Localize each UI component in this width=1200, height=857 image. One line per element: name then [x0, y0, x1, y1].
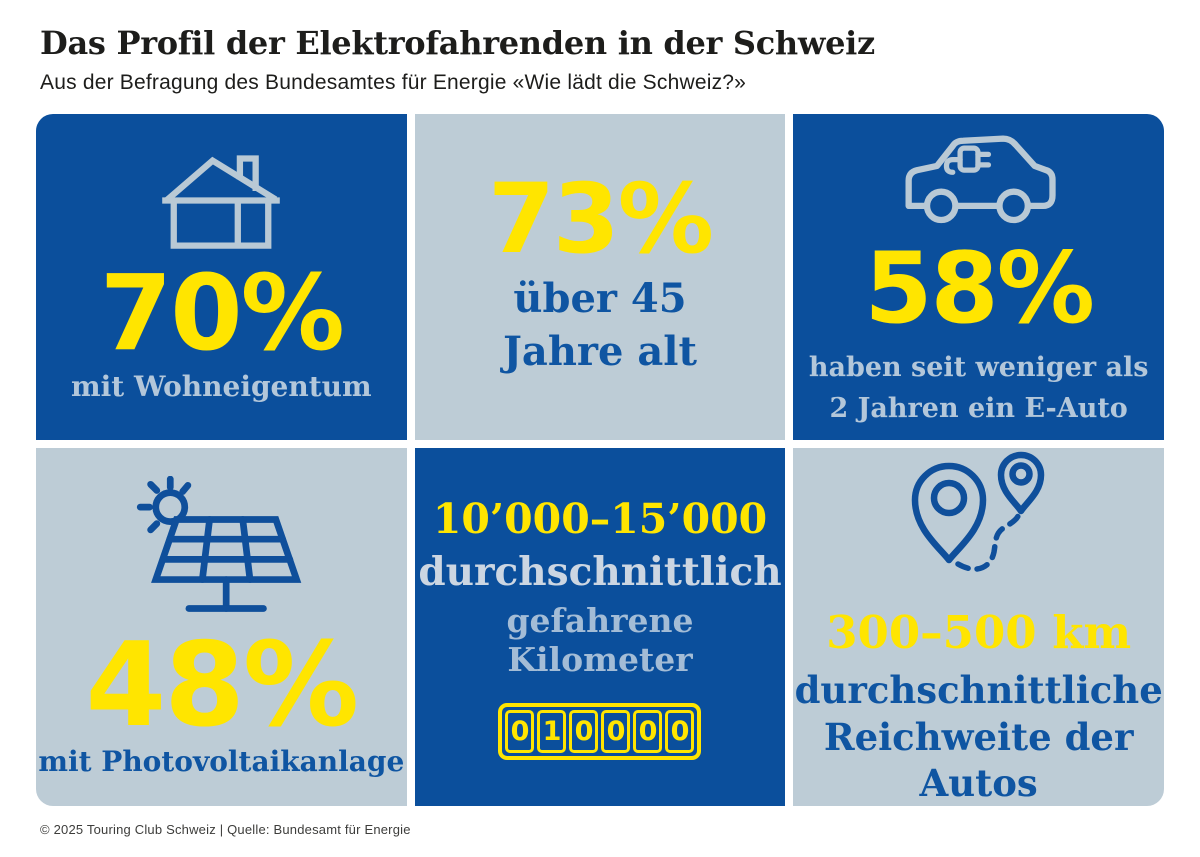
caption-line: Jahre alt	[503, 328, 697, 376]
tile-kilometer: 10’000–15’000 durchschnittlich gefahrene…	[414, 448, 786, 806]
page-subtitle: Aus der Befragung des Bundesamtes für En…	[40, 71, 747, 94]
odometer-digit: 0	[665, 709, 695, 753]
stat-caption: mit Photovoltaikanlage	[38, 745, 405, 779]
odometer-digit: 0	[601, 709, 631, 753]
caption-line: haben seit weniger als	[808, 352, 1149, 384]
odometer: 0 1 0 0 0 0	[498, 702, 702, 760]
stat-caption: mit Wohneigentum	[71, 369, 372, 403]
stat-caption: haben seit weniger als 2 Jahren ein E-Au…	[809, 348, 1149, 429]
tile-reichweite: 300–500 km durchschnittliche Reichweite …	[793, 448, 1164, 806]
stat-value: 58%	[864, 232, 1095, 347]
stat-caption: durchschnittliche Reichweite der Autos	[793, 667, 1164, 806]
caption-line: über 45	[513, 275, 687, 323]
stat-value: 70%	[99, 252, 345, 375]
stat-value-range: 10’000–15’000	[432, 494, 768, 543]
route-pins-icon	[899, 448, 1059, 584]
caption-line: gefahrene Kilometer	[506, 600, 694, 679]
odometer-digit: 0	[569, 709, 599, 753]
copyright-source-text: © 2025 Touring Club Schweiz | Quelle: Bu…	[40, 822, 411, 837]
stats-grid: 70% mit Wohneigentum 73% über 45 Jahre a…	[36, 114, 1164, 806]
footer: © 2025 Touring Club Schweiz | Quelle: Bu…	[40, 822, 1200, 837]
odometer-digit: 0	[505, 709, 535, 753]
tile-photovoltaik: 48% mit Photovoltaikanlage	[36, 448, 407, 806]
stat-value: 73%	[488, 163, 714, 276]
tile-e-auto: 58% haben seit weniger als 2 Jahren ein …	[793, 114, 1164, 441]
odometer-digit: 0	[633, 709, 663, 753]
tile-wohneigentum: 70% mit Wohneigentum	[36, 114, 407, 441]
odometer-digit: 1	[537, 709, 567, 753]
caption-line: 2 Jahren ein E-Auto	[829, 392, 1128, 424]
electric-car-icon	[895, 125, 1063, 230]
stat-caption: über 45 Jahre alt	[503, 273, 697, 379]
caption-line: Reichweite der Autos	[823, 714, 1134, 805]
page-title: Das Profil der Elektrofahrenden in der S…	[40, 24, 875, 62]
header: Das Profil der Elektrofahrenden in der S…	[0, 0, 1200, 95]
solar-panel-icon	[133, 475, 309, 621]
stat-value: 48%	[85, 617, 360, 753]
caption-line: durchschnittliche	[794, 668, 1163, 713]
tile-alter: 73% über 45 Jahre alt	[414, 114, 786, 441]
house-icon	[158, 151, 284, 250]
caption-line: durchschnittlich	[418, 548, 782, 595]
stat-value-range: 300–500 km	[826, 606, 1132, 660]
